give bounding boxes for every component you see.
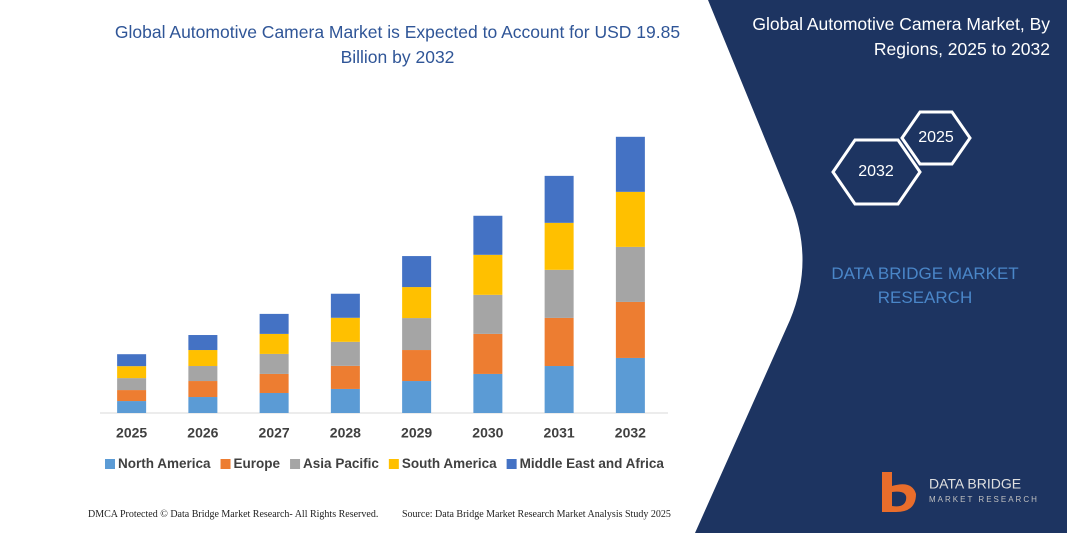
x-tick-label: 2029 [401,425,432,441]
bar-segment [117,354,147,367]
x-tick-label: 2030 [472,425,503,441]
bar-segment [402,318,432,351]
chart-title: Global Automotive Camera Market is Expec… [114,22,681,67]
legend-label: Asia Pacific [303,456,379,471]
side-title: Global Automotive Camera Market, By Regi… [752,14,1050,59]
hexagon-label: 2025 [918,129,954,146]
x-tick-label: 2032 [615,425,646,441]
x-tick-label: 2025 [116,425,147,441]
legend-swatch [506,459,517,469]
footer-right: Source: Data Bridge Market Research Mark… [402,509,671,520]
bar-segment [544,222,574,270]
logo-tagline: MARKET RESEARCH [929,495,1039,504]
bar-segment [402,287,432,319]
bar-segment [259,353,289,374]
bar-segment [188,381,218,398]
bar-segment [188,335,218,351]
logo-mark [892,491,907,507]
bar-segment [259,313,289,334]
legend-swatch [105,459,115,469]
x-tick-label: 2028 [330,425,361,441]
logo-name: DATA BRIDGE [929,476,1021,492]
bar-segment [259,373,289,393]
bar-segment [330,365,360,389]
bar-segment [473,333,503,374]
bar-segment [615,191,645,247]
brand: DATA BRIDGE MARKET RESEARCH [831,264,1019,307]
bar-segment [615,136,645,192]
footer-left: DMCA Protected © Data Bridge Market Rese… [88,509,379,520]
bar-segment [188,366,218,382]
bar-segment [473,215,503,255]
bar-segment [330,317,360,342]
bar-segment [259,392,289,413]
legend-label: North America [118,456,211,471]
bar-segment [615,301,645,358]
hexagon [900,110,972,166]
x-tick-label: 2026 [187,425,218,441]
side-panel-bg [695,0,1067,533]
bar-segment [402,381,432,413]
bar-segment [330,293,360,318]
hexagon-label: 2032 [858,163,894,180]
bar-segment [188,350,218,367]
bar-segment [402,256,432,288]
bar-segment [188,397,218,413]
bar-segment [402,350,432,382]
bar-segment [117,378,147,391]
legend-label: South America [402,456,497,471]
bar-segment [544,269,574,318]
bar-segment [473,373,503,413]
bar-segment [544,317,574,367]
bar-segment [615,357,645,413]
hexagon [831,138,922,206]
bar-segment [330,341,360,366]
legend-swatch [220,459,231,469]
legend-swatch [388,459,399,469]
bar-segment [330,388,360,413]
bar-segment [544,366,574,413]
bar-segment [259,333,289,354]
x-tick-label: 2031 [544,425,575,441]
bar-segment [473,294,503,334]
legend-label: Europe [234,456,281,471]
legend-swatch [290,459,301,469]
bar-segment [615,246,645,302]
bar-segment [544,175,574,223]
bar-segment [117,401,147,413]
bar-segment [117,390,147,402]
bar-segment [117,366,147,379]
bar-segment [473,254,503,295]
legend-label: Middle East and Africa [520,456,665,471]
x-tick-label: 2027 [259,425,290,441]
